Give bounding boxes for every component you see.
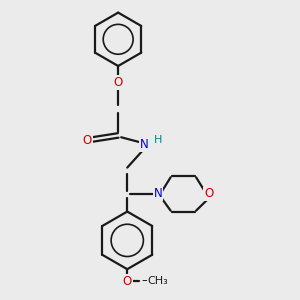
Text: O: O [204, 188, 213, 200]
Text: –: – [141, 274, 147, 287]
Text: O: O [113, 76, 123, 89]
Text: N: N [140, 138, 148, 151]
Text: H: H [154, 135, 162, 145]
Text: O: O [82, 134, 92, 147]
Text: O: O [123, 274, 132, 287]
Text: CH₃: CH₃ [147, 276, 168, 286]
Text: N: N [154, 188, 163, 200]
